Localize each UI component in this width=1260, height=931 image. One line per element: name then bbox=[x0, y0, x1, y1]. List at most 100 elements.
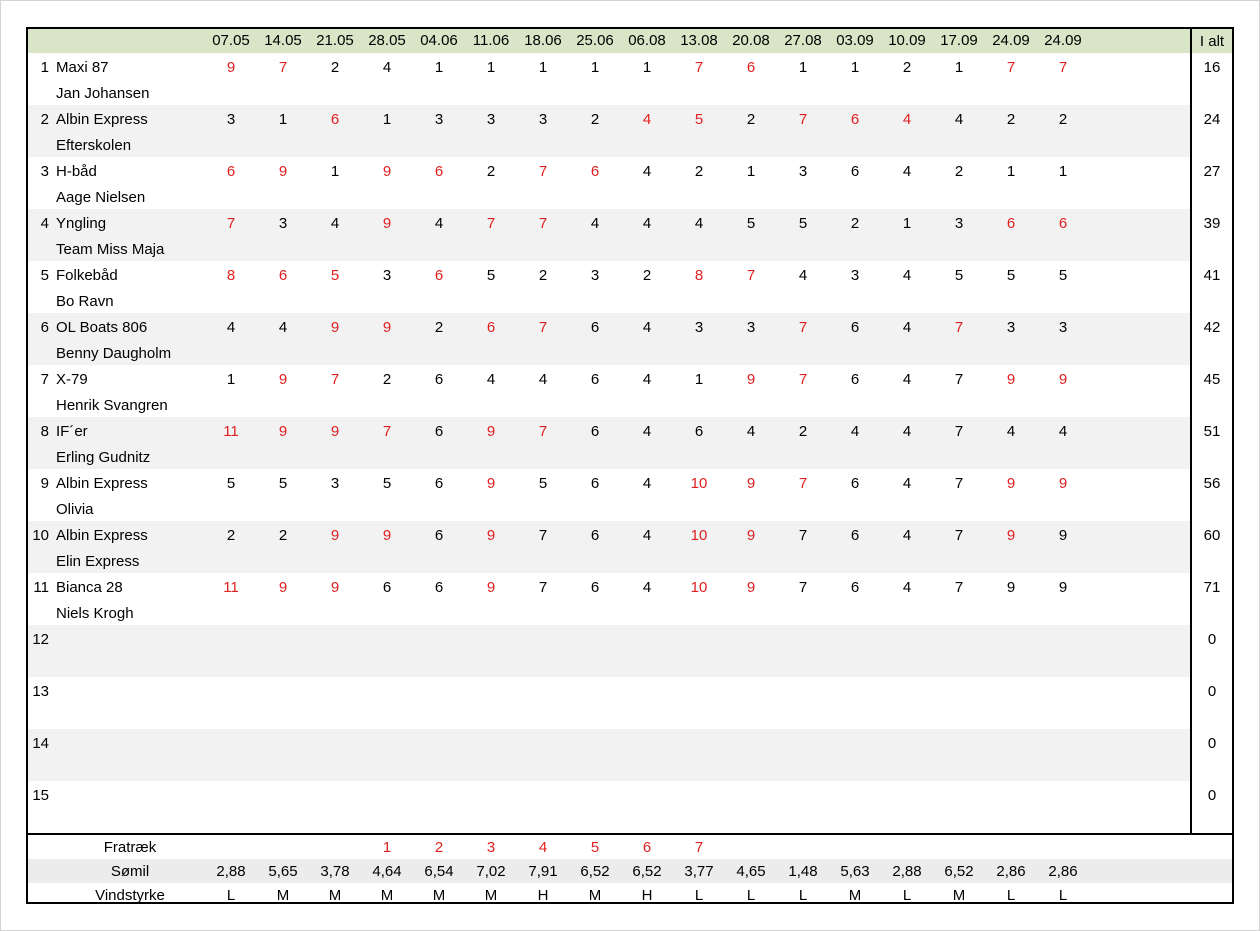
race-score: 1 bbox=[642, 59, 652, 76]
fratraek-value: 6 bbox=[642, 839, 652, 856]
discarded-score: 9 bbox=[382, 527, 392, 544]
race-score: 4 bbox=[642, 215, 652, 232]
fratraek-value: 1 bbox=[382, 839, 392, 856]
vindstyrke-value: L bbox=[902, 887, 912, 904]
table-row: 11 Bianca 28 Niels Krogh 11 9 9 6 6 9 7 6 4 10 9 7 6 4 7 9… bbox=[28, 573, 1190, 625]
discarded-score: 6 bbox=[486, 319, 496, 336]
vindstyrke-value: L bbox=[746, 887, 756, 904]
discarded-score: 6 bbox=[434, 163, 444, 180]
vindstyrke-value: M bbox=[380, 887, 394, 904]
race-score: 7 bbox=[954, 579, 964, 596]
race-score: 6 bbox=[850, 163, 860, 180]
race-score: 2 bbox=[798, 423, 808, 440]
race-score: 2 bbox=[382, 371, 392, 388]
race-score: 2 bbox=[902, 59, 912, 76]
discarded-score: 9 bbox=[746, 579, 756, 596]
total-divider bbox=[1190, 29, 1192, 833]
race-score: 3 bbox=[954, 215, 964, 232]
race-score: 7 bbox=[954, 371, 964, 388]
position-number: 11 bbox=[33, 579, 49, 596]
race-score: 6 bbox=[590, 423, 600, 440]
race-score: 2 bbox=[1058, 111, 1068, 128]
total-score: 41 bbox=[1203, 267, 1221, 284]
race-score: 3 bbox=[538, 111, 548, 128]
race-score: 4 bbox=[486, 371, 496, 388]
total-score: 42 bbox=[1203, 319, 1221, 336]
boat-name: Yngling bbox=[56, 215, 107, 232]
race-score: 6 bbox=[434, 423, 444, 440]
race-score: 2 bbox=[538, 267, 548, 284]
fratraek-value: 5 bbox=[590, 839, 600, 856]
vindstyrke-value: M bbox=[848, 887, 862, 904]
race-score: 5 bbox=[226, 475, 236, 492]
total-score: 0 bbox=[1207, 787, 1217, 804]
discarded-score: 7 bbox=[798, 111, 808, 128]
race-score: 4 bbox=[642, 475, 652, 492]
skipper-name: Henrik Svangren bbox=[56, 397, 168, 414]
date-header: 10.09 bbox=[888, 32, 926, 49]
somil-value: 5,65 bbox=[268, 863, 298, 880]
date-header: 11.06 bbox=[472, 32, 510, 49]
somil-value: 7,02 bbox=[476, 863, 506, 880]
somil-value: 2,86 bbox=[996, 863, 1026, 880]
total-score: 56 bbox=[1203, 475, 1221, 492]
position-number: 8 bbox=[40, 423, 49, 440]
position-number: 2 bbox=[40, 111, 49, 128]
race-score: 3 bbox=[1006, 319, 1016, 336]
race-score: 4 bbox=[694, 215, 704, 232]
discarded-score: 10 bbox=[690, 527, 708, 544]
discarded-score: 6 bbox=[434, 267, 444, 284]
skipper-name: Team Miss Maja bbox=[56, 241, 165, 258]
somil-value: 6,52 bbox=[944, 863, 974, 880]
race-score: 3 bbox=[330, 475, 340, 492]
skipper-name: Efterskolen bbox=[56, 137, 132, 154]
somil-value: 2,86 bbox=[1048, 863, 1078, 880]
skipper-name: Erling Gudnitz bbox=[56, 449, 151, 466]
race-score: 6 bbox=[382, 579, 392, 596]
results-sheet: 07.05 14.05 21.05 28.05 04.06 11.06 18.06 25.06… bbox=[26, 27, 1234, 904]
discarded-score: 7 bbox=[798, 475, 808, 492]
date-header: 27.08 bbox=[784, 32, 822, 49]
discarded-score: 6 bbox=[278, 267, 288, 284]
race-score: 3 bbox=[746, 319, 756, 336]
fratraek-label: Fratræk bbox=[103, 839, 157, 856]
race-score: 6 bbox=[694, 423, 704, 440]
race-score: 1 bbox=[486, 59, 496, 76]
race-score: 1 bbox=[330, 163, 340, 180]
discarded-score: 9 bbox=[1006, 475, 1016, 492]
race-score: 3 bbox=[590, 267, 600, 284]
race-score: 6 bbox=[590, 527, 600, 544]
discarded-score: 9 bbox=[1006, 527, 1016, 544]
discarded-score: 4 bbox=[902, 111, 912, 128]
vindstyrke-label: Vindstyrke bbox=[95, 887, 165, 904]
race-score: 1 bbox=[902, 215, 912, 232]
race-score: 2 bbox=[330, 59, 340, 76]
race-score: 6 bbox=[850, 579, 860, 596]
race-score: 4 bbox=[902, 267, 912, 284]
total-score: 45 bbox=[1203, 371, 1221, 388]
total-score: 0 bbox=[1207, 735, 1217, 752]
table-row: 1 Maxi 87 Jan Johansen 9 7 2 4 1 1 1 1 1 7 6 1 1 2 1 7 7 bbox=[28, 53, 1190, 105]
total-score: 27 bbox=[1203, 163, 1221, 180]
discarded-score: 8 bbox=[226, 267, 236, 284]
discarded-score: 7 bbox=[1058, 59, 1068, 76]
race-score: 7 bbox=[954, 475, 964, 492]
race-score: 1 bbox=[850, 59, 860, 76]
position-number: 9 bbox=[40, 475, 49, 492]
discarded-score: 7 bbox=[538, 319, 548, 336]
race-score: 4 bbox=[902, 423, 912, 440]
race-score: 4 bbox=[642, 579, 652, 596]
position-number: 12 bbox=[32, 631, 49, 648]
race-score: 3 bbox=[434, 111, 444, 128]
race-score: 6 bbox=[850, 319, 860, 336]
date-header: 07.05 bbox=[212, 32, 250, 49]
race-score: 2 bbox=[850, 215, 860, 232]
date-header: 04.06 bbox=[420, 32, 458, 49]
discarded-score: 10 bbox=[690, 579, 708, 596]
discarded-score: 9 bbox=[382, 319, 392, 336]
race-score: 6 bbox=[434, 371, 444, 388]
somil-value: 6,52 bbox=[580, 863, 610, 880]
race-score: 5 bbox=[954, 267, 964, 284]
discarded-score: 7 bbox=[746, 267, 756, 284]
position-number: 10 bbox=[32, 527, 49, 544]
